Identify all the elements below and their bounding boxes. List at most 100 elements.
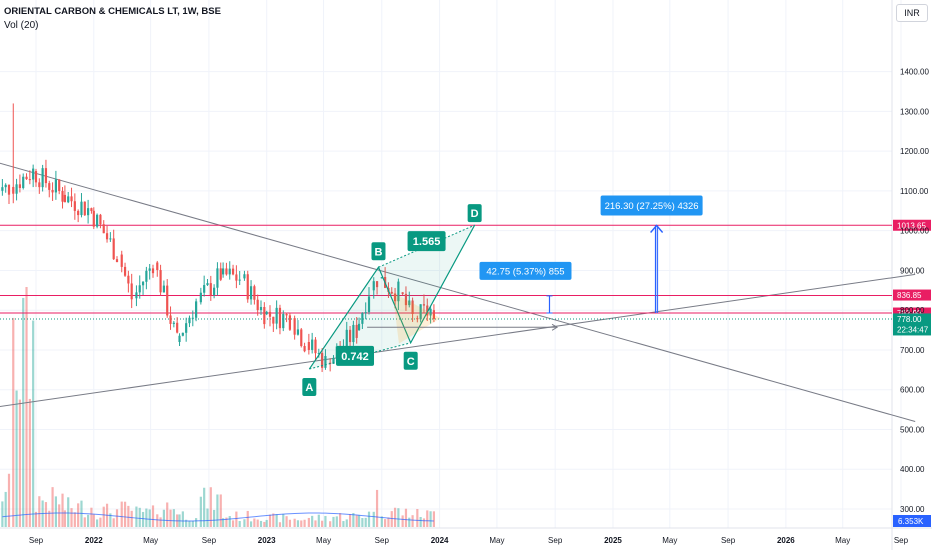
- candle-body: [364, 312, 367, 314]
- price-tick-label: 600.00: [900, 386, 925, 395]
- candle-body: [58, 179, 61, 191]
- pattern-point-badge: [302, 378, 317, 397]
- volume-bar: [112, 518, 115, 527]
- candle-body: [311, 339, 314, 350]
- volume-bar: [90, 507, 93, 527]
- candle-body: [63, 194, 66, 203]
- candle-body: [199, 292, 202, 303]
- volume-bar: [275, 514, 278, 527]
- candle-body: [390, 291, 393, 294]
- candle-body: [18, 184, 21, 188]
- volume-bar: [272, 513, 275, 527]
- volume-bar: [303, 519, 306, 527]
- volume-bar: [387, 517, 390, 527]
- volume-bar: [404, 508, 408, 527]
- candle-body: [355, 324, 358, 338]
- candle-body: [219, 268, 222, 280]
- price-axis[interactable]: 1013.65836.85792.90778.0022:34:471400.00…: [893, 68, 931, 527]
- candle-body: [123, 266, 127, 276]
- volume-bar: [130, 510, 133, 527]
- price-level-tag: [893, 289, 931, 301]
- candle-body: [191, 317, 194, 319]
- symbol-title[interactable]: ORIENTAL CARBON & CHEMICALS LT, 1W, BSE: [4, 6, 221, 17]
- volume-bar: [1, 501, 4, 527]
- volume-indicator-label[interactable]: Vol (20): [4, 20, 39, 31]
- candle-body: [419, 304, 422, 320]
- trend-line: [0, 162, 916, 423]
- candle-body: [397, 281, 400, 302]
- candle-body: [32, 168, 35, 180]
- time-tick-label: May: [489, 536, 504, 545]
- candle-body: [80, 201, 83, 216]
- candle-body: [235, 274, 238, 281]
- price-tick-label: 500.00: [900, 425, 925, 434]
- candle-body: [253, 286, 256, 300]
- price-tick-label: 1000.00: [900, 227, 929, 236]
- candle-body: [159, 270, 162, 293]
- candle-body: [102, 224, 105, 234]
- volume-bar: [151, 505, 155, 527]
- volume-bar: [206, 508, 209, 527]
- time-tick-label: 2023: [258, 536, 276, 545]
- volume-bar: [411, 515, 414, 527]
- candle-body: [303, 346, 306, 352]
- candle-body: [83, 201, 86, 216]
- time-tick-label: 2025: [604, 536, 622, 545]
- volume-bar: [135, 506, 138, 527]
- candle-body: [404, 293, 408, 306]
- price-tick-label: 1400.00: [900, 68, 929, 77]
- pattern-fill: [378, 225, 475, 343]
- volume-bar: [231, 520, 235, 527]
- volume-bar: [293, 518, 296, 527]
- abcd-pattern[interactable]: A B C D 0.742 1.565: [302, 204, 559, 397]
- volume-bar: [159, 517, 162, 527]
- candlesticks: [1, 103, 436, 373]
- candle-body: [256, 299, 259, 311]
- volume-bar: [96, 519, 99, 527]
- volume-bar: [22, 297, 25, 527]
- volume-bar: [317, 514, 320, 527]
- price-level-tag: [893, 313, 931, 336]
- horizontal-levels[interactable]: [0, 224, 892, 320]
- price-tick-label: 800.00: [900, 306, 925, 315]
- candle-body: [41, 168, 44, 188]
- time-tick-label: May: [316, 536, 331, 545]
- price-level-tag-label: 836.85: [897, 291, 922, 300]
- candle-body: [145, 270, 148, 282]
- candle-body: [96, 214, 99, 227]
- candle-body: [213, 287, 216, 296]
- volume-bar: [34, 511, 38, 527]
- currency-badge[interactable]: INR: [896, 4, 928, 22]
- volume-bar: [419, 517, 422, 527]
- candle-body: [195, 301, 198, 318]
- candle-body: [138, 285, 141, 293]
- trend-lines[interactable]: [0, 161, 916, 423]
- measurements[interactable]: 42.75 (5.37%) 855 216.30 (27.25%) 4326: [479, 195, 703, 314]
- volume-bar: [249, 521, 253, 527]
- candle-body: [172, 322, 175, 324]
- volume-bar: [222, 518, 225, 527]
- volume-bar: [364, 517, 367, 527]
- trend-line: [0, 273, 916, 408]
- candle-body: [22, 176, 25, 188]
- candle-body: [411, 300, 414, 315]
- volume-bar: [25, 287, 28, 527]
- price-tick-label: 400.00: [900, 465, 925, 474]
- candle-body: [44, 168, 48, 184]
- volume-bar: [361, 518, 364, 527]
- volume-bar: [246, 510, 249, 527]
- candle-body: [282, 314, 285, 329]
- candle-body: [278, 307, 282, 329]
- volume-bar: [148, 509, 151, 527]
- volume-bar: [28, 398, 31, 527]
- volume-bar: [367, 511, 371, 527]
- time-axis[interactable]: Sep 2022 May Sep 2023 May Sep 2024 May Sep 2025 May…: [29, 536, 909, 545]
- candle-body: [288, 315, 292, 330]
- volume-bar: [38, 496, 41, 527]
- candle-body: [249, 286, 253, 300]
- time-tick-label: May: [835, 536, 850, 545]
- measure-label: 42.75 (5.37%) 855: [486, 266, 564, 277]
- candle-body: [109, 238, 112, 240]
